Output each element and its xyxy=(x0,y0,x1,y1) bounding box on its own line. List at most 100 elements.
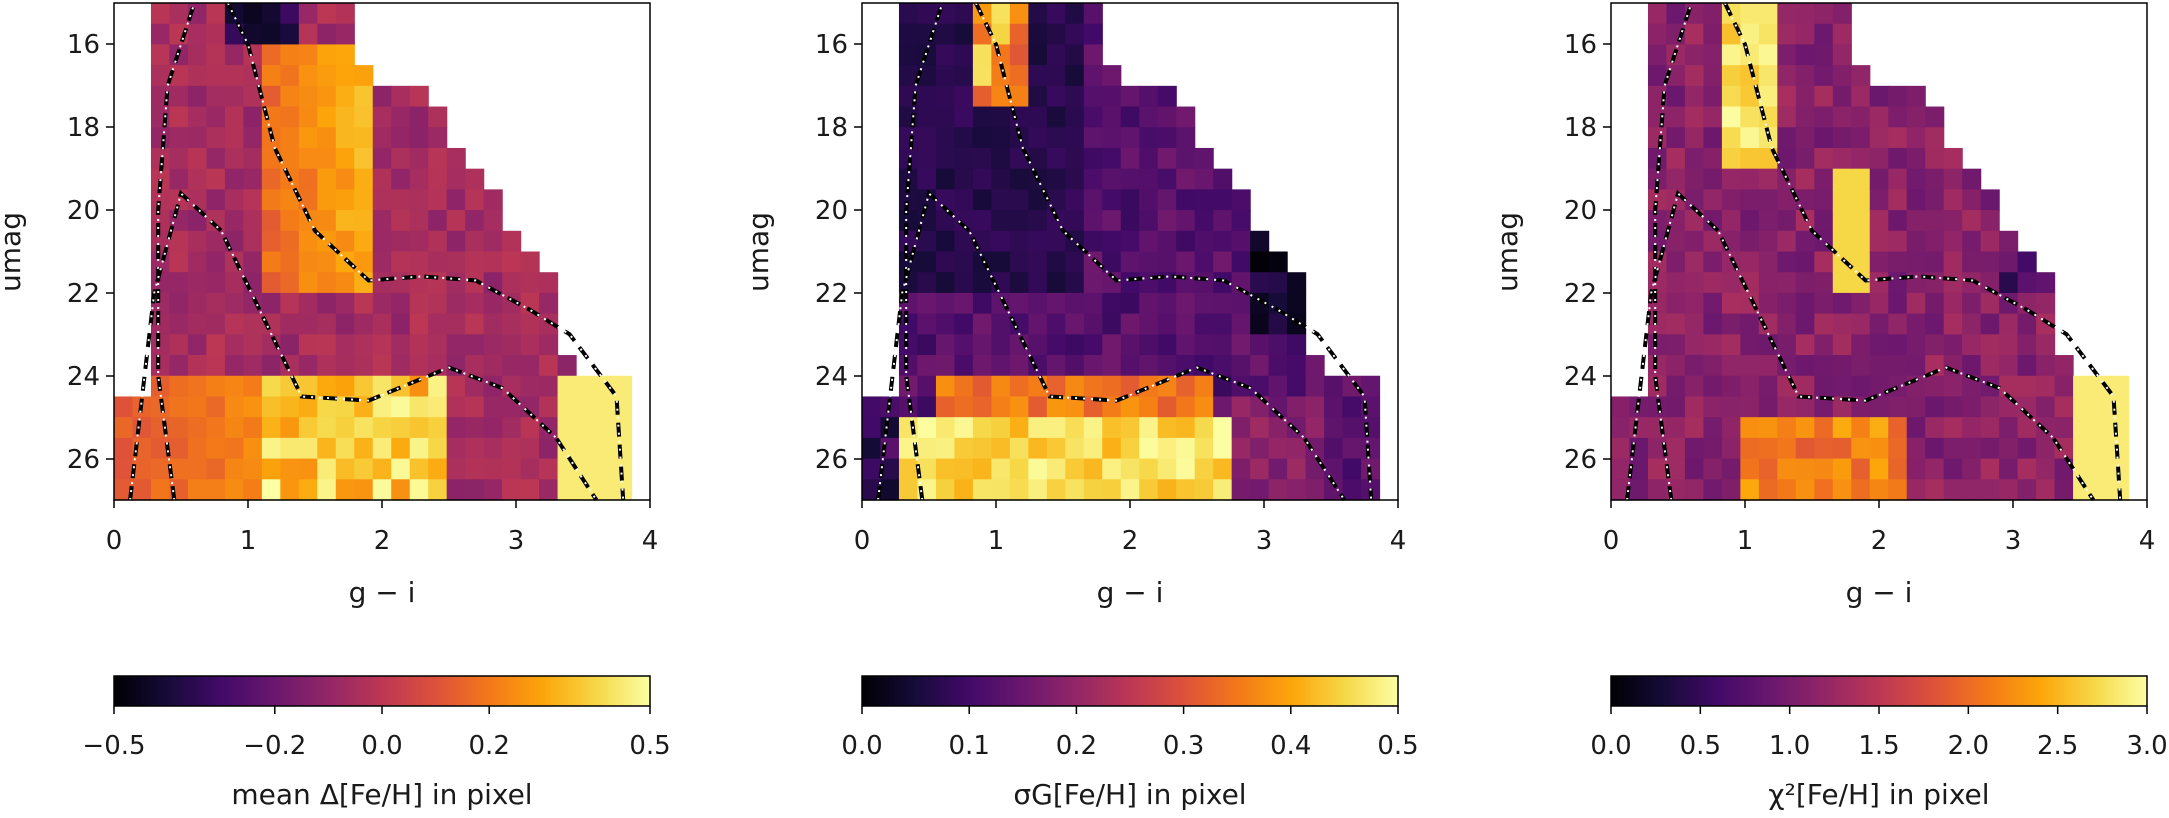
heatmap-cell xyxy=(954,65,974,87)
heatmap-cell xyxy=(1962,230,1982,253)
heatmap-cell xyxy=(1888,127,1908,149)
heatmap-cell xyxy=(1139,210,1159,232)
heatmap-cell xyxy=(298,147,318,170)
heatmap-cell xyxy=(150,313,171,335)
heatmap-cell xyxy=(898,334,919,356)
heatmap-cell xyxy=(1287,292,1307,315)
heatmap-cell xyxy=(954,189,974,211)
heatmap-cell xyxy=(280,127,300,149)
heatmap-cell xyxy=(1065,23,1085,46)
heatmap-cell xyxy=(935,334,956,356)
heatmap-cell xyxy=(317,313,337,335)
heatmap-cell xyxy=(1139,251,1159,273)
heatmap-cell xyxy=(206,313,226,335)
heatmap-cell xyxy=(150,23,171,46)
heatmap-cell xyxy=(1647,458,1668,480)
heatmap-cell xyxy=(1684,437,1705,460)
heatmap-cell xyxy=(1250,355,1270,377)
heatmap-cell xyxy=(317,417,337,439)
heatmap-cell xyxy=(150,417,171,439)
heatmap-cell xyxy=(1943,313,1963,335)
heatmap-cell xyxy=(1925,230,1945,253)
heatmap-cell xyxy=(224,479,244,501)
heatmap-cell xyxy=(1684,313,1705,335)
heatmap-cell xyxy=(1139,437,1159,460)
heatmap-cell xyxy=(1065,168,1085,190)
heatmap-cell xyxy=(1647,65,1668,87)
heatmap-cell xyxy=(298,272,318,294)
heatmap-cell xyxy=(1962,479,1982,501)
heatmap-cell xyxy=(1139,334,1159,356)
heatmap-cell xyxy=(1083,313,1103,335)
heatmap-cell xyxy=(1213,189,1233,211)
heatmap-cell xyxy=(243,230,263,253)
heatmap-cell xyxy=(169,251,189,273)
heatmap-cell xyxy=(1647,272,1668,294)
heatmap-cell xyxy=(1888,147,1908,170)
heatmap-cell xyxy=(1980,313,2000,335)
heatmap-cell xyxy=(1703,168,1723,190)
heatmap-cell xyxy=(1102,272,1122,294)
heatmap-cell xyxy=(1268,396,1288,418)
heatmap-cell xyxy=(1324,479,1344,501)
heatmap-cell xyxy=(335,355,355,377)
heatmap-cell xyxy=(502,251,522,273)
heatmap-cell xyxy=(187,458,208,480)
heatmap-cell xyxy=(372,272,392,294)
heatmap-cell xyxy=(224,417,244,439)
heatmap-cell xyxy=(1176,396,1196,418)
heatmap-cell xyxy=(1777,458,1797,480)
heatmap-cell xyxy=(150,127,171,149)
heatmap-cell xyxy=(2036,292,2056,315)
heatmap-cell xyxy=(1102,355,1122,377)
heatmap-cell xyxy=(1046,272,1066,294)
heatmap-cell xyxy=(354,168,374,190)
heatmap-cell xyxy=(2036,396,2056,418)
heatmap-cell xyxy=(1795,106,1815,128)
colorbar-tick-label: 0.3 xyxy=(1163,731,1204,761)
heatmap-cell xyxy=(1250,437,1270,460)
heatmap-cell xyxy=(1065,272,1085,294)
heatmap-cell xyxy=(520,355,540,377)
heatmap-cell xyxy=(335,127,355,149)
heatmap-cell xyxy=(261,65,281,87)
heatmap-cell xyxy=(372,396,392,418)
heatmap-cell xyxy=(1009,210,1029,232)
heatmap-cell xyxy=(243,334,263,356)
heatmap-cell xyxy=(1832,396,1852,418)
heatmap-cell xyxy=(1795,85,1815,108)
heatmap-cell xyxy=(1157,127,1177,149)
heatmap-cell xyxy=(1832,3,1852,25)
heatmap-cell xyxy=(972,313,992,335)
heatmap-cell xyxy=(1777,210,1797,232)
heatmap-cell xyxy=(1046,479,1066,501)
heatmap-cell xyxy=(539,396,559,418)
heatmap-cell xyxy=(1083,189,1103,211)
heatmap-cell xyxy=(2017,396,2037,418)
heatmap-cell xyxy=(1869,127,1889,149)
heatmap-cell xyxy=(335,147,355,170)
heatmap-cell xyxy=(1740,3,1760,25)
heatmap-cell xyxy=(1065,313,1085,335)
heatmap-cell xyxy=(298,23,318,46)
heatmap-cell xyxy=(1046,375,1066,398)
heatmap-cell xyxy=(1684,251,1705,273)
heatmap-cell xyxy=(1832,313,1852,335)
heatmap-cell xyxy=(280,23,300,46)
heatmap-cell xyxy=(1703,23,1723,46)
heatmap-cell xyxy=(2036,313,2056,335)
heatmap-cell xyxy=(317,127,337,149)
heatmap-cell xyxy=(206,127,226,149)
heatmap-cell xyxy=(428,375,448,398)
heatmap-cell xyxy=(991,23,1011,46)
heatmap-cell xyxy=(935,85,956,108)
heatmap-cell xyxy=(1250,272,1270,294)
heatmap-cell xyxy=(594,458,614,480)
heatmap-cell xyxy=(2036,272,2056,294)
heatmap-cell xyxy=(1194,375,1214,398)
heatmap-cell xyxy=(150,479,171,501)
heatmap-cell xyxy=(409,127,429,149)
heatmap-cell xyxy=(1943,230,1963,253)
heatmap-cell xyxy=(1684,355,1705,377)
heatmap-cell xyxy=(972,396,992,418)
